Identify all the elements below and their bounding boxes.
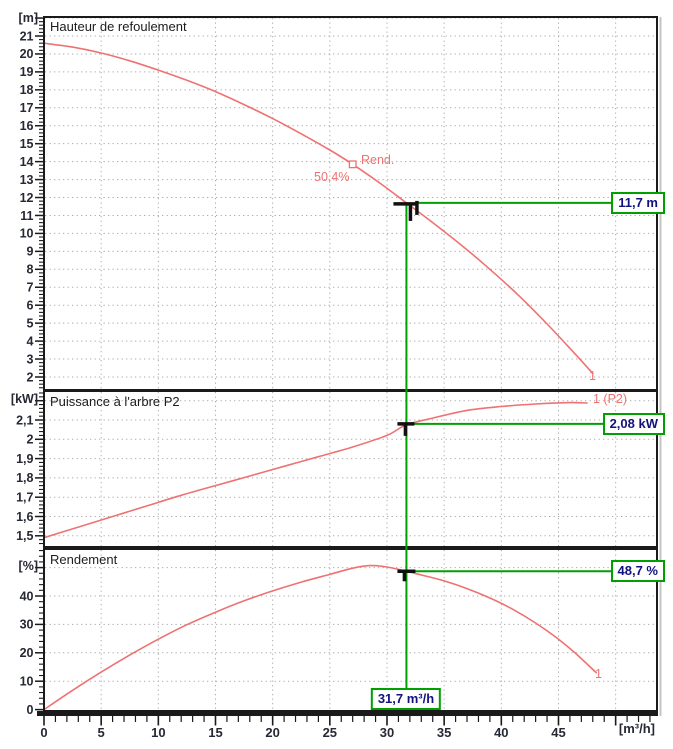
y-tick-label: 10 [20, 227, 34, 241]
head-y-ruler [35, 17, 44, 389]
power-chart-title: Puissance à l'arbre P2 [50, 394, 180, 409]
eff-grid-lines [45, 550, 656, 710]
y-tick-label: 10 [20, 675, 34, 689]
power-curve-label: 1 (P2) [593, 392, 628, 406]
efficiency-y-unit-label: [%] [18, 559, 38, 573]
y-tick-label: 2 [27, 370, 34, 384]
y-tick-label: 19 [20, 65, 34, 79]
power-curve [45, 401, 588, 539]
eff-curve [45, 564, 597, 710]
y-tick-label: 3 [27, 352, 34, 366]
head-curve-label: 1 [589, 369, 596, 383]
x-tick-label: 10 [151, 725, 165, 740]
y-tick-label: 5 [27, 316, 34, 330]
head-chart-title: Hauteur de refoulement [50, 19, 187, 34]
power-y-ruler [35, 392, 44, 545]
x-tick-label: 20 [265, 725, 279, 740]
efficiency-duty-callout: 48,7 % [610, 560, 665, 582]
head-y-unit-label: [m] [18, 11, 38, 25]
y-tick-label: 16 [20, 119, 34, 133]
y-tick-label: 2 [27, 433, 34, 447]
bep-value-label: 50,4% [314, 170, 350, 184]
power-plot-area [44, 391, 657, 547]
y-tick-label: 18 [20, 83, 34, 97]
duty-lines [405, 201, 622, 692]
head-duty-callout: 11,7 m [611, 192, 665, 214]
y-tick-label: 30 [20, 618, 34, 632]
power-chart: 2,1 2 1,9 1,8 1,7 1,6 1,5 [16, 390, 658, 548]
bep-label: Rend. [361, 153, 395, 167]
y-tick-label: 9 [27, 245, 34, 259]
y-tick-label: 1,5 [16, 529, 33, 543]
y-tick-label: 40 [20, 589, 34, 603]
x-axis: 0 5 10 15 20 25 30 35 40 45 [37, 711, 658, 740]
eff-plot-area [44, 549, 657, 711]
y-tick-label: 12 [20, 191, 34, 205]
x-tick-label: 15 [208, 725, 222, 740]
y-tick-label: 1,6 [16, 510, 33, 524]
y-tick-label: 11 [20, 209, 33, 223]
y-tick-label: 15 [20, 137, 34, 151]
y-tick-label: 20 [20, 47, 34, 61]
x-tick-label: 30 [380, 725, 394, 740]
y-tick-label: 7 [27, 281, 34, 295]
y-tick-label: 4 [27, 334, 34, 348]
y-tick-label: 1,7 [16, 491, 33, 505]
y-tick-label: 13 [20, 173, 34, 187]
x-tick-label: 5 [98, 725, 105, 740]
y-tick-label: 14 [20, 155, 34, 169]
y-tick-label: 6 [27, 299, 34, 313]
power-duty-marker [397, 422, 415, 436]
y-tick-label: 0 [27, 703, 34, 717]
y-tick-label: 1,8 [16, 471, 33, 485]
power-duty-callout: 2,08 kW [602, 413, 665, 435]
efficiency-curve-label: 1 [595, 667, 602, 681]
x-tick-label: 35 [437, 725, 451, 740]
head-duty-marker [393, 200, 419, 221]
x-tick-label: 45 [551, 725, 565, 740]
x-tick-label: 40 [494, 725, 508, 740]
flow-duty-callout: 31,7 m³/h [370, 688, 442, 710]
y-tick-label: 8 [27, 263, 34, 277]
power-y-unit-label: [kW] [10, 392, 38, 406]
x-axis-line [37, 711, 658, 716]
x-tick-label: 0 [40, 725, 47, 740]
bep-square-marker [348, 160, 357, 169]
y-tick-label: 21 [20, 29, 34, 43]
y-tick-label: 1,9 [16, 452, 33, 466]
y-tick-label: 17 [20, 101, 34, 115]
eff-chart: 40 30 20 10 0 [20, 548, 658, 717]
head-curve [45, 42, 594, 375]
efficiency-chart-title: Rendement [50, 552, 118, 567]
y-tick-label: 20 [20, 646, 34, 660]
power-plot-border [43, 390, 658, 548]
eff-duty-marker [397, 569, 416, 582]
x-axis-unit-label: [m³/h] [618, 721, 655, 736]
y-tick-label: 2,1 [16, 413, 33, 427]
x-tick-label: 25 [323, 725, 337, 740]
eff-y-ruler [35, 550, 44, 711]
